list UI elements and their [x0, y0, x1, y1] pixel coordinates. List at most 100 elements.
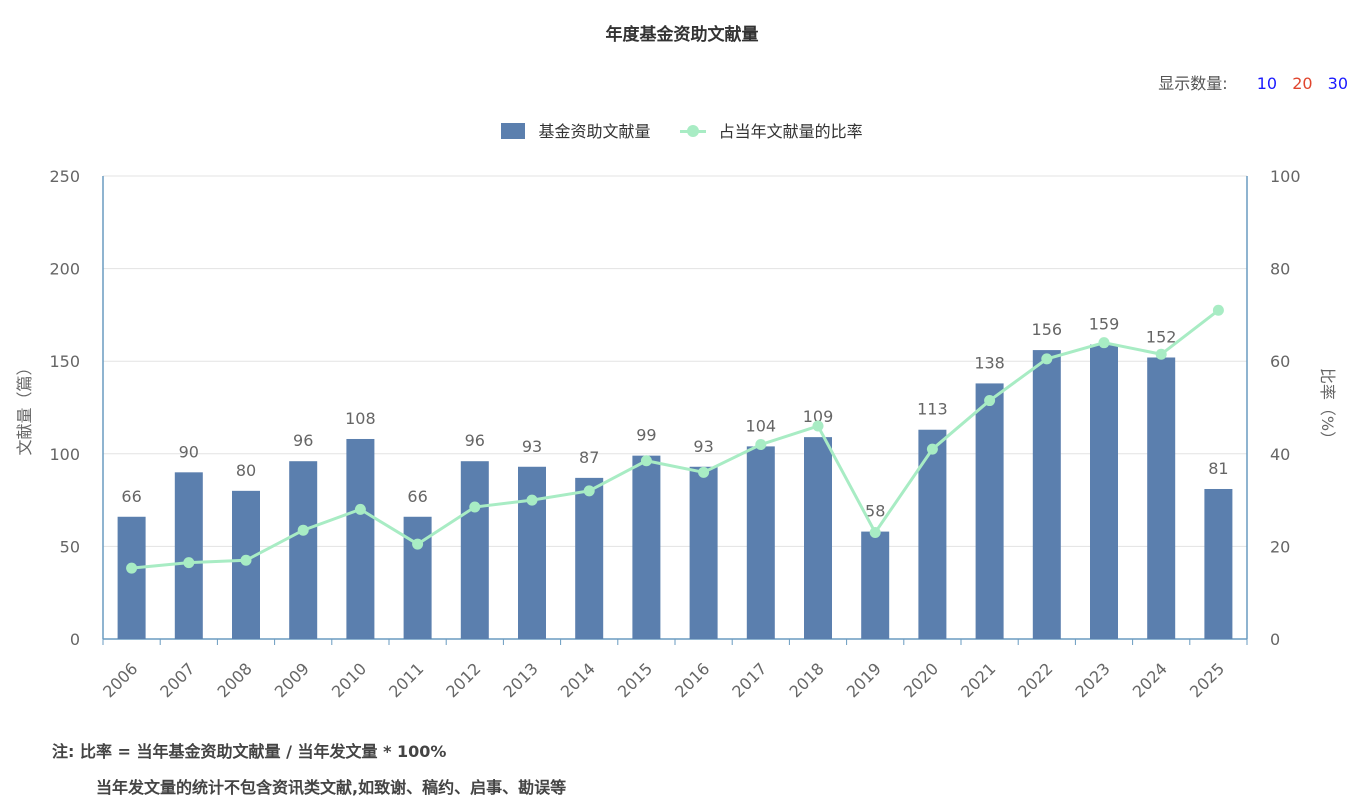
ratio-point [126, 562, 138, 574]
legend-bar-label: 基金资助文献量 [538, 122, 651, 141]
bar-value-label: 138 [974, 353, 1005, 372]
ratio-point [698, 466, 710, 478]
y-right-tick-label: 60 [1270, 352, 1290, 371]
y-tick-label: 0 [70, 630, 80, 649]
x-tick-label: 2017 [728, 659, 770, 701]
ratio-point [583, 485, 595, 497]
y-tick-label: 100 [49, 445, 80, 464]
x-tick-label: 2023 [1072, 659, 1114, 701]
ratio-line [131, 309, 1220, 570]
ratio-point [755, 439, 767, 451]
bar [1032, 350, 1061, 639]
y-tick-label: 250 [49, 167, 80, 186]
bar [1147, 357, 1176, 639]
bar-value-label: 81 [1208, 459, 1228, 478]
bar-value-label: 93 [522, 437, 542, 456]
bar-value-label: 113 [917, 400, 948, 419]
ratio-point [240, 554, 252, 566]
bar-value-label: 80 [236, 461, 256, 480]
ratio-point [183, 557, 195, 569]
bar-value-label: 104 [746, 416, 777, 435]
ratio-point [1212, 304, 1224, 316]
y-right-tick-label: 80 [1270, 260, 1290, 279]
ratio-point [1041, 353, 1053, 365]
bar-value-label: 109 [803, 407, 834, 426]
bar-value-label: 108 [345, 409, 376, 428]
x-tick-label: 2012 [442, 659, 484, 701]
bar [1204, 488, 1233, 639]
x-tick-label: 2018 [786, 659, 828, 701]
bar-value-label: 156 [1032, 320, 1063, 339]
ratio-point [354, 503, 366, 515]
footnote-line-1: 注: 比率 = 当年基金资助文献量 / 当年发文量 * 100% [52, 742, 447, 761]
y-right-tick-label: 100 [1270, 167, 1301, 186]
legend-line-label: 占当年文献量的比率 [718, 122, 863, 141]
bar [117, 516, 146, 639]
ratio-point [869, 527, 881, 539]
bar [746, 446, 775, 639]
bar-value-label: 66 [407, 487, 427, 506]
bar-value-label: 159 [1089, 315, 1120, 334]
bar-value-label: 93 [693, 437, 713, 456]
ratio-point [1155, 348, 1167, 360]
x-tick-label: 2013 [500, 659, 542, 701]
legend-item-bar-series[interactable]: 基金资助文献量 [501, 118, 650, 142]
bar [518, 466, 546, 639]
ratio-point [984, 395, 996, 407]
y-axis-right-title: 比率（%） [1318, 368, 1337, 447]
bar [689, 466, 718, 639]
bar [575, 477, 604, 639]
x-tick-label: 2008 [214, 659, 256, 701]
x-tick-label: 2022 [1014, 659, 1056, 701]
ratio-point [526, 494, 538, 506]
bar-value-label: 96 [293, 431, 313, 450]
x-tick-label: 2021 [957, 659, 999, 701]
bar [403, 516, 432, 639]
legend-item-line-series[interactable]: 占当年文献量的比率 [679, 118, 863, 142]
x-tick-label: 2007 [156, 659, 198, 701]
bar [975, 383, 1004, 639]
show-count-label: 显示数量: [1158, 74, 1228, 93]
y-right-tick-label: 20 [1270, 537, 1290, 556]
bar-value-label: 66 [121, 487, 141, 506]
footnote: 注: 比率 = 当年基金资助文献量 / 当年发文量 * 100% 当年发文量的统… [52, 734, 566, 806]
bar-value-label: 87 [579, 448, 599, 467]
x-tick-label: 2019 [843, 659, 885, 701]
x-tick-label: 2024 [1129, 659, 1171, 701]
bar [289, 461, 318, 639]
bar [632, 455, 661, 639]
chart-title: 年度基金资助文献量 [605, 25, 759, 45]
ratio-point [297, 524, 309, 536]
ratio-point [812, 420, 824, 432]
x-tick-label: 2009 [271, 659, 313, 701]
ratio-point [640, 455, 652, 467]
show-count-option-20[interactable]: 20 [1292, 74, 1313, 93]
x-tick-label: 2010 [328, 659, 370, 701]
ratio-point [926, 443, 938, 455]
x-tick-label: 2014 [557, 659, 599, 701]
footnote-line-2: 当年发文量的统计不包含资讯类文献,如致谢、稿约、启事、勘误等 [96, 778, 567, 797]
bar [1090, 344, 1118, 639]
y-axis-title: 文献量（篇） [15, 359, 34, 455]
ratio-point [469, 501, 481, 513]
x-tick-label: 2006 [99, 659, 141, 701]
bar [174, 472, 203, 639]
show-count-option-10[interactable]: 10 [1256, 74, 1278, 93]
y-tick-label: 200 [49, 260, 80, 279]
x-tick-label: 2025 [1186, 659, 1228, 701]
bar-value-label: 99 [636, 426, 656, 445]
legend-bar-swatch [501, 123, 526, 139]
x-tick-label: 2015 [614, 659, 656, 701]
bar [804, 437, 832, 639]
chart-legend: 基金资助文献量 占当年文献量的比率 [0, 118, 1364, 142]
y-tick-label: 150 [49, 352, 80, 371]
bar-value-label: 96 [465, 431, 485, 450]
x-tick-label: 2016 [671, 659, 713, 701]
x-tick-label: 2020 [900, 659, 942, 701]
show-count-option-30[interactable]: 30 [1327, 74, 1348, 93]
ratio-point [412, 538, 424, 550]
show-count-selector: 显示数量: 10 20 30 [1158, 70, 1348, 94]
legend-line-swatch [679, 123, 706, 139]
bar-value-label: 58 [865, 502, 885, 521]
y-tick-label: 50 [60, 537, 80, 556]
